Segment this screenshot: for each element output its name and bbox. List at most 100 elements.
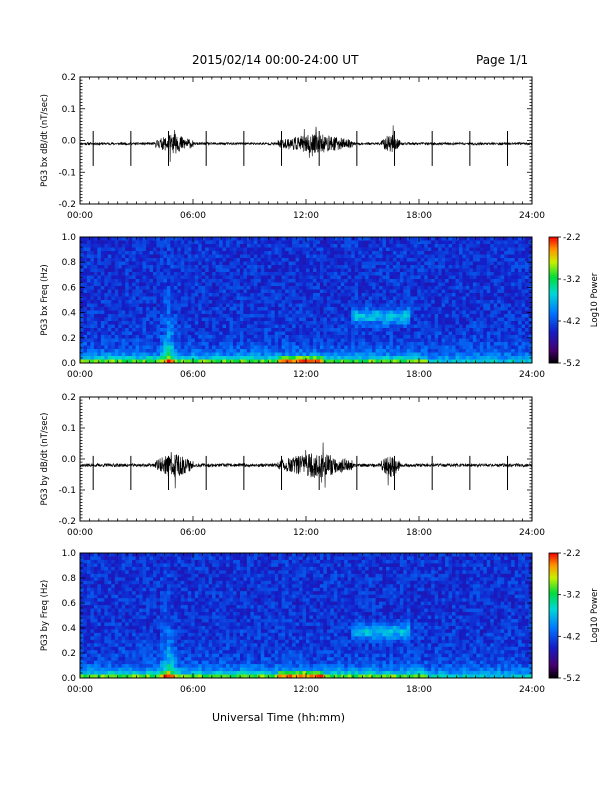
- spectrogram-cell: [448, 331, 453, 336]
- spectrogram-cell: [292, 251, 296, 255]
- spectrogram-cell: [326, 261, 331, 266]
- spectrogram-cell: [139, 314, 143, 318]
- spectrogram-cell: [83, 265, 88, 269]
- spectrogram-cell: [333, 342, 338, 346]
- spectrogram-cell: [406, 349, 411, 353]
- spectrogram-cell: [354, 310, 359, 315]
- spectrogram-cell: [243, 261, 248, 266]
- spectrogram-cell: [312, 247, 317, 252]
- spectrogram-cell: [153, 335, 157, 339]
- spectrogram-cell: [375, 352, 380, 357]
- spectrogram-cell: [351, 300, 356, 304]
- spectrogram-cell: [504, 335, 509, 339]
- spectrogram-cell: [142, 282, 147, 287]
- spectrogram-cell: [257, 261, 262, 266]
- spectrogram-cell: [337, 310, 342, 315]
- spectrogram-cell: [159, 272, 164, 276]
- spectrogram-cell: [229, 328, 234, 332]
- spectrogram-cell: [170, 293, 175, 297]
- spectrogram-cell: [253, 261, 258, 266]
- spectrogram-cell: [139, 247, 143, 252]
- spectrogram-cell: [410, 247, 415, 252]
- spectrogram-cell: [455, 296, 460, 301]
- spectrogram-cell: [316, 279, 321, 283]
- spectrogram-cell: [438, 279, 442, 283]
- spectrogram-cell: [368, 303, 373, 308]
- spectrogram-cell: [312, 324, 317, 329]
- spectrogram-cell: [344, 261, 349, 266]
- x-tick-label: 18:00: [406, 211, 432, 221]
- spectrogram-cell: [299, 265, 303, 269]
- spectrogram-cell: [208, 349, 213, 353]
- spectrogram-cell: [212, 289, 216, 294]
- spectrogram-cell: [264, 296, 269, 301]
- spectrogram-cell: [229, 254, 234, 259]
- spectrogram-cell: [191, 310, 196, 315]
- spectrogram-cell: [128, 317, 133, 322]
- spectrogram-cell: [441, 272, 446, 276]
- spectrogram-cell: [333, 335, 338, 339]
- spectrogram-cell: [292, 296, 296, 301]
- spectrogram-cell: [184, 240, 189, 245]
- spectrogram-cell: [497, 321, 502, 325]
- spectrogram-cell: [528, 338, 533, 343]
- spectrogram-cell: [379, 268, 383, 273]
- spectrogram-cell: [260, 331, 265, 336]
- spectrogram-cell: [375, 254, 380, 259]
- spectrogram-cell: [128, 247, 133, 252]
- spectrogram-cell: [243, 349, 248, 353]
- spectrogram-cell: [472, 331, 477, 336]
- spectrogram-cell: [299, 282, 303, 287]
- spectrogram-cell: [184, 314, 189, 318]
- spectrogram-cell: [396, 307, 401, 311]
- spectrogram-cell: [180, 279, 185, 283]
- spectrogram-cell: [458, 300, 463, 304]
- spectrogram-cell: [399, 275, 404, 280]
- spectrogram-cell: [354, 286, 359, 290]
- spectrogram-cell: [260, 345, 265, 350]
- spectrogram-cell: [319, 349, 324, 353]
- spectrogram-cell: [465, 251, 470, 255]
- spectrogram-cell: [518, 310, 522, 315]
- spectrogram-cell: [479, 268, 484, 273]
- spectrogram-cell: [257, 289, 262, 294]
- spectrogram-cell: [427, 247, 432, 252]
- spectrogram-cell: [445, 335, 449, 339]
- spectrogram-cell: [375, 293, 380, 297]
- spectrogram-cell: [80, 272, 84, 276]
- spectrogram-cell: [455, 324, 460, 329]
- spectrogram-cell: [253, 317, 258, 322]
- spectrogram-cell: [427, 289, 432, 294]
- spectrogram-cell: [198, 314, 203, 318]
- spectrogram-cell: [399, 282, 404, 287]
- spectrogram-cell: [434, 268, 439, 273]
- spectrogram-cell: [125, 275, 130, 280]
- spectrogram-cell: [323, 310, 328, 315]
- spectrogram-cell: [100, 268, 105, 273]
- spectrogram-cell: [107, 307, 112, 311]
- spectrogram-cell: [104, 293, 109, 297]
- spectrogram-cell: [257, 282, 262, 287]
- spectrogram-cell: [149, 321, 154, 325]
- spectrogram-cell: [382, 279, 387, 283]
- spectrogram-cell: [326, 342, 331, 346]
- spectrogram-cell: [500, 272, 505, 276]
- spectrogram-cell: [497, 237, 502, 241]
- spectrogram-cell: [93, 293, 98, 297]
- spectrogram-cell: [264, 237, 269, 241]
- spectrogram-cell: [222, 237, 227, 241]
- spectrogram-cell: [452, 286, 456, 290]
- spectrogram-cell: [139, 282, 143, 287]
- spectrogram-cell: [469, 300, 474, 304]
- spectrogram-cell: [166, 240, 171, 245]
- spectrogram-cell: [267, 247, 272, 252]
- spectrogram-cell: [104, 254, 109, 259]
- spectrogram-cell: [212, 321, 216, 325]
- spectrogram-cell: [424, 244, 429, 248]
- spectrogram-cell: [427, 314, 432, 318]
- spectrogram-cell: [229, 342, 234, 346]
- spectrogram-cell: [500, 303, 505, 308]
- spectrogram-cell: [452, 296, 456, 301]
- spectrogram-cell: [236, 286, 241, 290]
- spectrogram-cell: [365, 307, 369, 311]
